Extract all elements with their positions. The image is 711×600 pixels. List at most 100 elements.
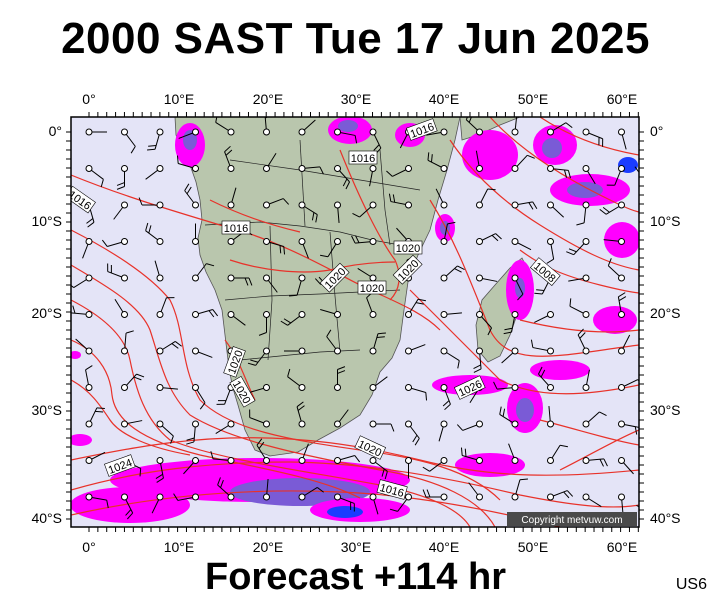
wind-barb-feather [460,447,463,456]
wind-barb-feather [72,305,76,314]
wind-barb-feather [212,309,219,317]
wind-station [369,165,377,172]
wind-station [440,128,448,136]
wind-barb-feather [536,289,545,292]
wind-station [227,493,235,501]
wind-station [298,311,306,318]
wind-station [121,420,128,428]
wind-station [476,420,483,428]
wind-barb-feather [352,212,360,218]
wind-barb-feather [473,364,481,369]
wind-station [334,201,341,209]
wind-barb-feather [351,235,356,244]
wind-station [582,457,590,464]
lon-labels-top: 0° 10°E 20°E 30°E 40°E 50°E 60°E [82,91,637,107]
wind-barb-feather [468,117,472,123]
lon-label: 50°E [518,539,549,555]
wind-barb-feather [457,360,460,369]
wind-station [192,128,199,136]
wind-barb-feather [658,262,666,264]
forecast-label: Forecast +114 hr [204,556,506,598]
wind-barb-feather [454,268,462,273]
wind-barb-feather [414,438,420,446]
wind-station [582,201,590,209]
wind-barb-feather [599,459,604,467]
wind-barb-feather [417,298,426,302]
wind-barb-feather [116,182,125,186]
lon-label: 40°E [429,91,460,107]
wind-barb-feather [279,245,282,254]
lat-labels-right: 0° 10°S 20°S 30°S 40°S [650,123,681,526]
wind-barb-feather [456,424,464,431]
wind-barb-feather [465,117,468,120]
wind-station [227,201,235,209]
wind-barb-feather [392,194,396,203]
wind-station [121,165,128,172]
wind-station [85,128,93,136]
lon-label: 20°E [253,539,284,555]
wind-station [369,420,377,428]
wind-station [298,457,306,464]
wind-barb-feather [125,509,132,516]
wind-barb-feather [636,504,639,508]
wind-station [263,347,270,355]
wind-barb-feather [669,394,670,402]
wind-barb-feather [618,292,626,298]
wind-station [369,238,377,245]
wind-station [298,347,306,355]
wind-barb-feather [569,298,572,307]
wind-station [334,347,341,355]
wind-station [547,384,554,391]
wind-barb-feather [602,206,610,213]
wind-barb-feather [412,434,418,443]
lon-label: 30°E [341,91,372,107]
wind-station [618,493,625,501]
lat-label: 40°S [650,510,681,526]
wind-barb-feather [87,221,95,228]
wind-station [582,274,590,282]
wind-station [298,420,306,428]
wind-station [547,347,554,355]
wind-station [476,201,483,209]
lon-label: 50°E [518,91,549,107]
wind-barb-feather [559,444,568,448]
wind-barb-feather [156,477,164,483]
wind-barb-shaft [644,497,657,509]
wind-barb-feather [464,448,467,457]
wind-barb-feather [96,407,105,409]
wind-station [156,347,164,355]
wind-barb-feather [495,233,502,240]
wind-station [227,165,235,172]
wind-barb-feather [345,181,350,190]
lat-label: 30°S [31,402,62,418]
wind-barb-feather [171,343,179,349]
lon-label: 60°E [607,539,638,555]
wind-barb-feather [319,166,324,175]
wind-barb-feather [502,408,506,417]
lon-label: 40°E [429,539,460,555]
wind-barb-feather [256,438,263,446]
wind-barb-feather [311,212,315,221]
wind-barb-feather [155,473,163,479]
wind-station [298,274,306,282]
wind-barb-feather [563,169,568,178]
wind-station [654,239,660,245]
wind-station [85,274,93,282]
wind-barb-feather [126,512,134,520]
lon-labels-bottom: 0° 10°E 20°E 30°E 40°E 50°E 60°E [82,539,637,555]
wind-station [369,457,377,464]
wind-station [263,165,270,172]
wind-station [298,165,306,172]
wind-barb-feather [133,376,142,381]
wind-station [369,384,377,391]
wind-barb-feather [139,468,142,477]
lat-labels-left: 0° 10°S 20°S 30°S 40°S [31,123,62,526]
isobar-label: 1016 [224,223,248,235]
wind-station [476,128,483,136]
wind-barb-feather [430,154,433,163]
lat-label: 0° [49,123,62,139]
wind-station [334,457,341,464]
wind-station [476,238,483,245]
wind-barb-feather [71,284,75,288]
